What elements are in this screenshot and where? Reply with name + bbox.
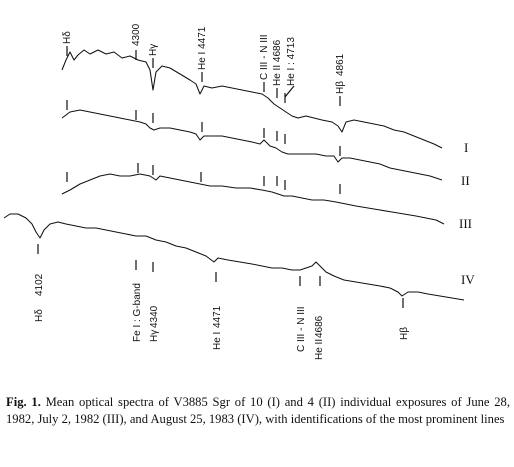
spectrum-i-label: I — [464, 140, 468, 155]
id-hbeta-top: Hβ — [335, 81, 346, 94]
id-hgamma-bottom: Hγ — [149, 330, 160, 342]
id-hei-bottom: He I — [212, 332, 223, 350]
id-hei-4471-top: He I 4471 — [197, 26, 208, 70]
spectrum-iii-label: III — [459, 216, 472, 231]
id-4300: 4300 — [131, 23, 142, 46]
spectrum-iii-trace — [61, 173, 445, 225]
spectrum-iii-ticks — [66, 163, 341, 194]
id-hgamma-top: Hγ — [148, 44, 159, 56]
id-heii-4686-top: He II 4686 — [272, 39, 283, 86]
id-heii-bottom: He II — [314, 339, 325, 360]
spectrum-i-trace — [61, 49, 443, 149]
id-ciii-niii-top: C III - N III — [259, 34, 270, 80]
spectrum-ii-trace — [61, 109, 443, 181]
id-4686-bottom: 4686 — [314, 315, 325, 338]
id-4340: 4340 — [149, 305, 160, 328]
id-hei-4713: He I : 4713 — [286, 37, 297, 86]
spectra-figure: Hδ 4300 Hγ He I 4471 C III - N III He II… — [3, 23, 475, 360]
spectrum-iv-label: IV — [461, 272, 475, 287]
id-ciii-niii-bottom: C III - N III — [296, 306, 307, 352]
spectrum-ii-label: II — [461, 173, 470, 188]
caption-label: Fig. 1. — [6, 395, 41, 409]
id-4861: 4861 — [335, 53, 346, 76]
id-hdelta-top: Hδ — [62, 31, 73, 44]
spectrum-ii-ticks — [66, 100, 341, 156]
id-hdelta-bottom: Hδ — [34, 309, 45, 322]
id-hbeta-bottom: Hβ — [399, 327, 410, 340]
spectrum-iv-trace — [3, 213, 465, 301]
caption-text: Mean optical spectra of V3885 Sgr of 10 … — [6, 395, 510, 426]
figure-caption: Fig. 1. Mean optical spectra of V3885 Sg… — [6, 394, 510, 428]
id-4102: 4102 — [34, 273, 45, 296]
id-fei-gband: Fe I : G-band — [132, 283, 143, 342]
spectrum-iv-ticks — [37, 244, 404, 308]
id-4471-bottom: 4471 — [212, 305, 223, 328]
spectrum-i-ticks — [66, 46, 341, 106]
